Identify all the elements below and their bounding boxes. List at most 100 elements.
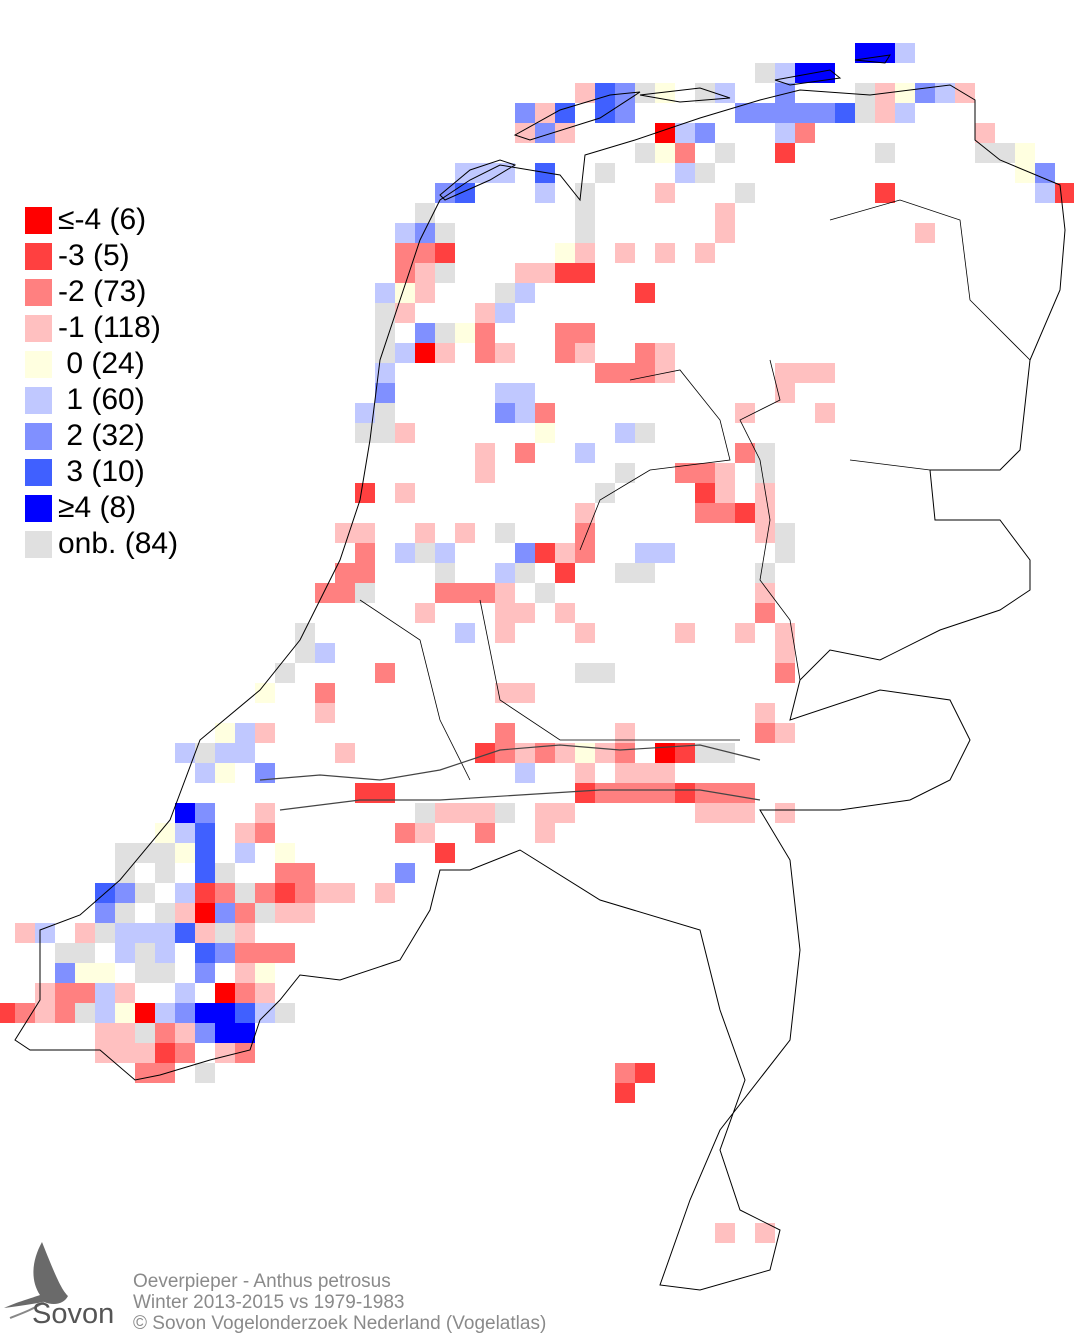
grid-cell <box>315 703 335 723</box>
grid-cell <box>235 903 255 923</box>
grid-cell <box>595 163 615 183</box>
grid-cell <box>335 883 355 903</box>
grid-cell <box>415 803 435 823</box>
grid-cell <box>575 343 595 363</box>
grid-cell <box>555 803 575 823</box>
grid-cell <box>635 763 655 783</box>
grid-cell <box>475 323 495 343</box>
grid-cell <box>115 1043 135 1063</box>
grid-cell <box>515 443 535 463</box>
grid-cell <box>15 923 35 943</box>
grid-cell <box>755 723 775 743</box>
legend-swatch <box>25 494 52 522</box>
grid-cell <box>415 343 435 363</box>
grid-cell <box>695 503 715 523</box>
grid-cell <box>395 223 415 243</box>
grid-cell <box>495 743 515 763</box>
grid-cell <box>815 103 835 123</box>
grid-cell <box>675 143 695 163</box>
grid-cell <box>155 903 175 923</box>
grid-cell <box>515 743 535 763</box>
grid-cell <box>635 423 655 443</box>
grid-cell <box>195 883 215 903</box>
grid-cell <box>215 1003 235 1023</box>
grid-cell <box>135 1063 155 1083</box>
grid-cell <box>815 403 835 423</box>
grid-cell <box>635 283 655 303</box>
legend-item: 1 (60) <box>25 382 178 418</box>
grid-cell <box>135 1023 155 1043</box>
grid-cell <box>615 763 635 783</box>
grid-cell <box>535 803 555 823</box>
grid-cell <box>135 1043 155 1063</box>
grid-cell <box>895 43 915 63</box>
grid-cell <box>1035 163 1055 183</box>
grid-cell <box>595 83 615 103</box>
grid-cell <box>335 743 355 763</box>
grid-cell <box>495 403 515 423</box>
grid-cell <box>475 803 495 823</box>
grid-cell <box>555 243 575 263</box>
grid-cell <box>495 723 515 743</box>
grid-cell <box>235 963 255 983</box>
grid-cell <box>315 583 335 603</box>
grid-cell <box>415 223 435 243</box>
grid-cell <box>775 723 795 743</box>
legend-label: 2 (32) <box>58 419 145 452</box>
grid-cell <box>795 363 815 383</box>
grid-cell <box>755 1223 775 1243</box>
grid-cell <box>575 183 595 203</box>
grid-cell <box>175 903 195 923</box>
grid-cell <box>355 403 375 423</box>
grid-cell <box>275 843 295 863</box>
province-borders <box>359 199 1031 781</box>
grid-cell <box>255 1003 275 1023</box>
grid-cell <box>395 863 415 883</box>
grid-cell <box>155 863 175 883</box>
grid-cell <box>215 983 235 1003</box>
grid-cell <box>215 943 235 963</box>
legend-swatch <box>25 386 52 414</box>
grid-cell <box>155 963 175 983</box>
grid-cell <box>875 43 895 63</box>
period: Winter 2013-2015 vs 1979-1983 <box>133 1292 405 1313</box>
grid-cell <box>115 923 135 943</box>
grid-cell <box>555 123 575 143</box>
grid-cell <box>755 583 775 603</box>
legend-label: 0 (24) <box>58 347 145 380</box>
grid-cell <box>495 283 515 303</box>
legend-item: -1 (118) <box>25 310 178 346</box>
grid-cell <box>735 623 755 643</box>
grid-cell <box>395 483 415 503</box>
grid-cell <box>155 843 175 863</box>
grid-cell <box>615 463 635 483</box>
grid-cell <box>135 963 155 983</box>
grid-cell <box>215 1043 235 1063</box>
grid-cell <box>255 683 275 703</box>
grid-cell <box>375 303 395 323</box>
grid-cell <box>75 923 95 943</box>
grid-cell <box>675 123 695 143</box>
grid-cell <box>175 983 195 1003</box>
grid-cell <box>755 63 775 83</box>
grid-cell <box>755 103 775 123</box>
grid-cell <box>175 1023 195 1043</box>
grid-cell <box>415 263 435 283</box>
grid-cell <box>435 243 455 263</box>
grid-cell <box>395 303 415 323</box>
grid-cell <box>535 583 555 603</box>
grid-cell <box>515 603 535 623</box>
grid-cell <box>635 563 655 583</box>
grid-cell <box>255 983 275 1003</box>
grid-cell <box>495 523 515 543</box>
grid-cell <box>835 103 855 123</box>
grid-cell <box>415 543 435 563</box>
grid-cell <box>655 143 675 163</box>
legend-swatch <box>25 278 52 306</box>
grid-cell <box>155 1003 175 1023</box>
grid-cell <box>735 103 755 123</box>
legend-label: -2 (73) <box>58 275 147 308</box>
grid-cell <box>95 903 115 923</box>
grid-cell <box>355 523 375 543</box>
grid-cell <box>355 563 375 583</box>
